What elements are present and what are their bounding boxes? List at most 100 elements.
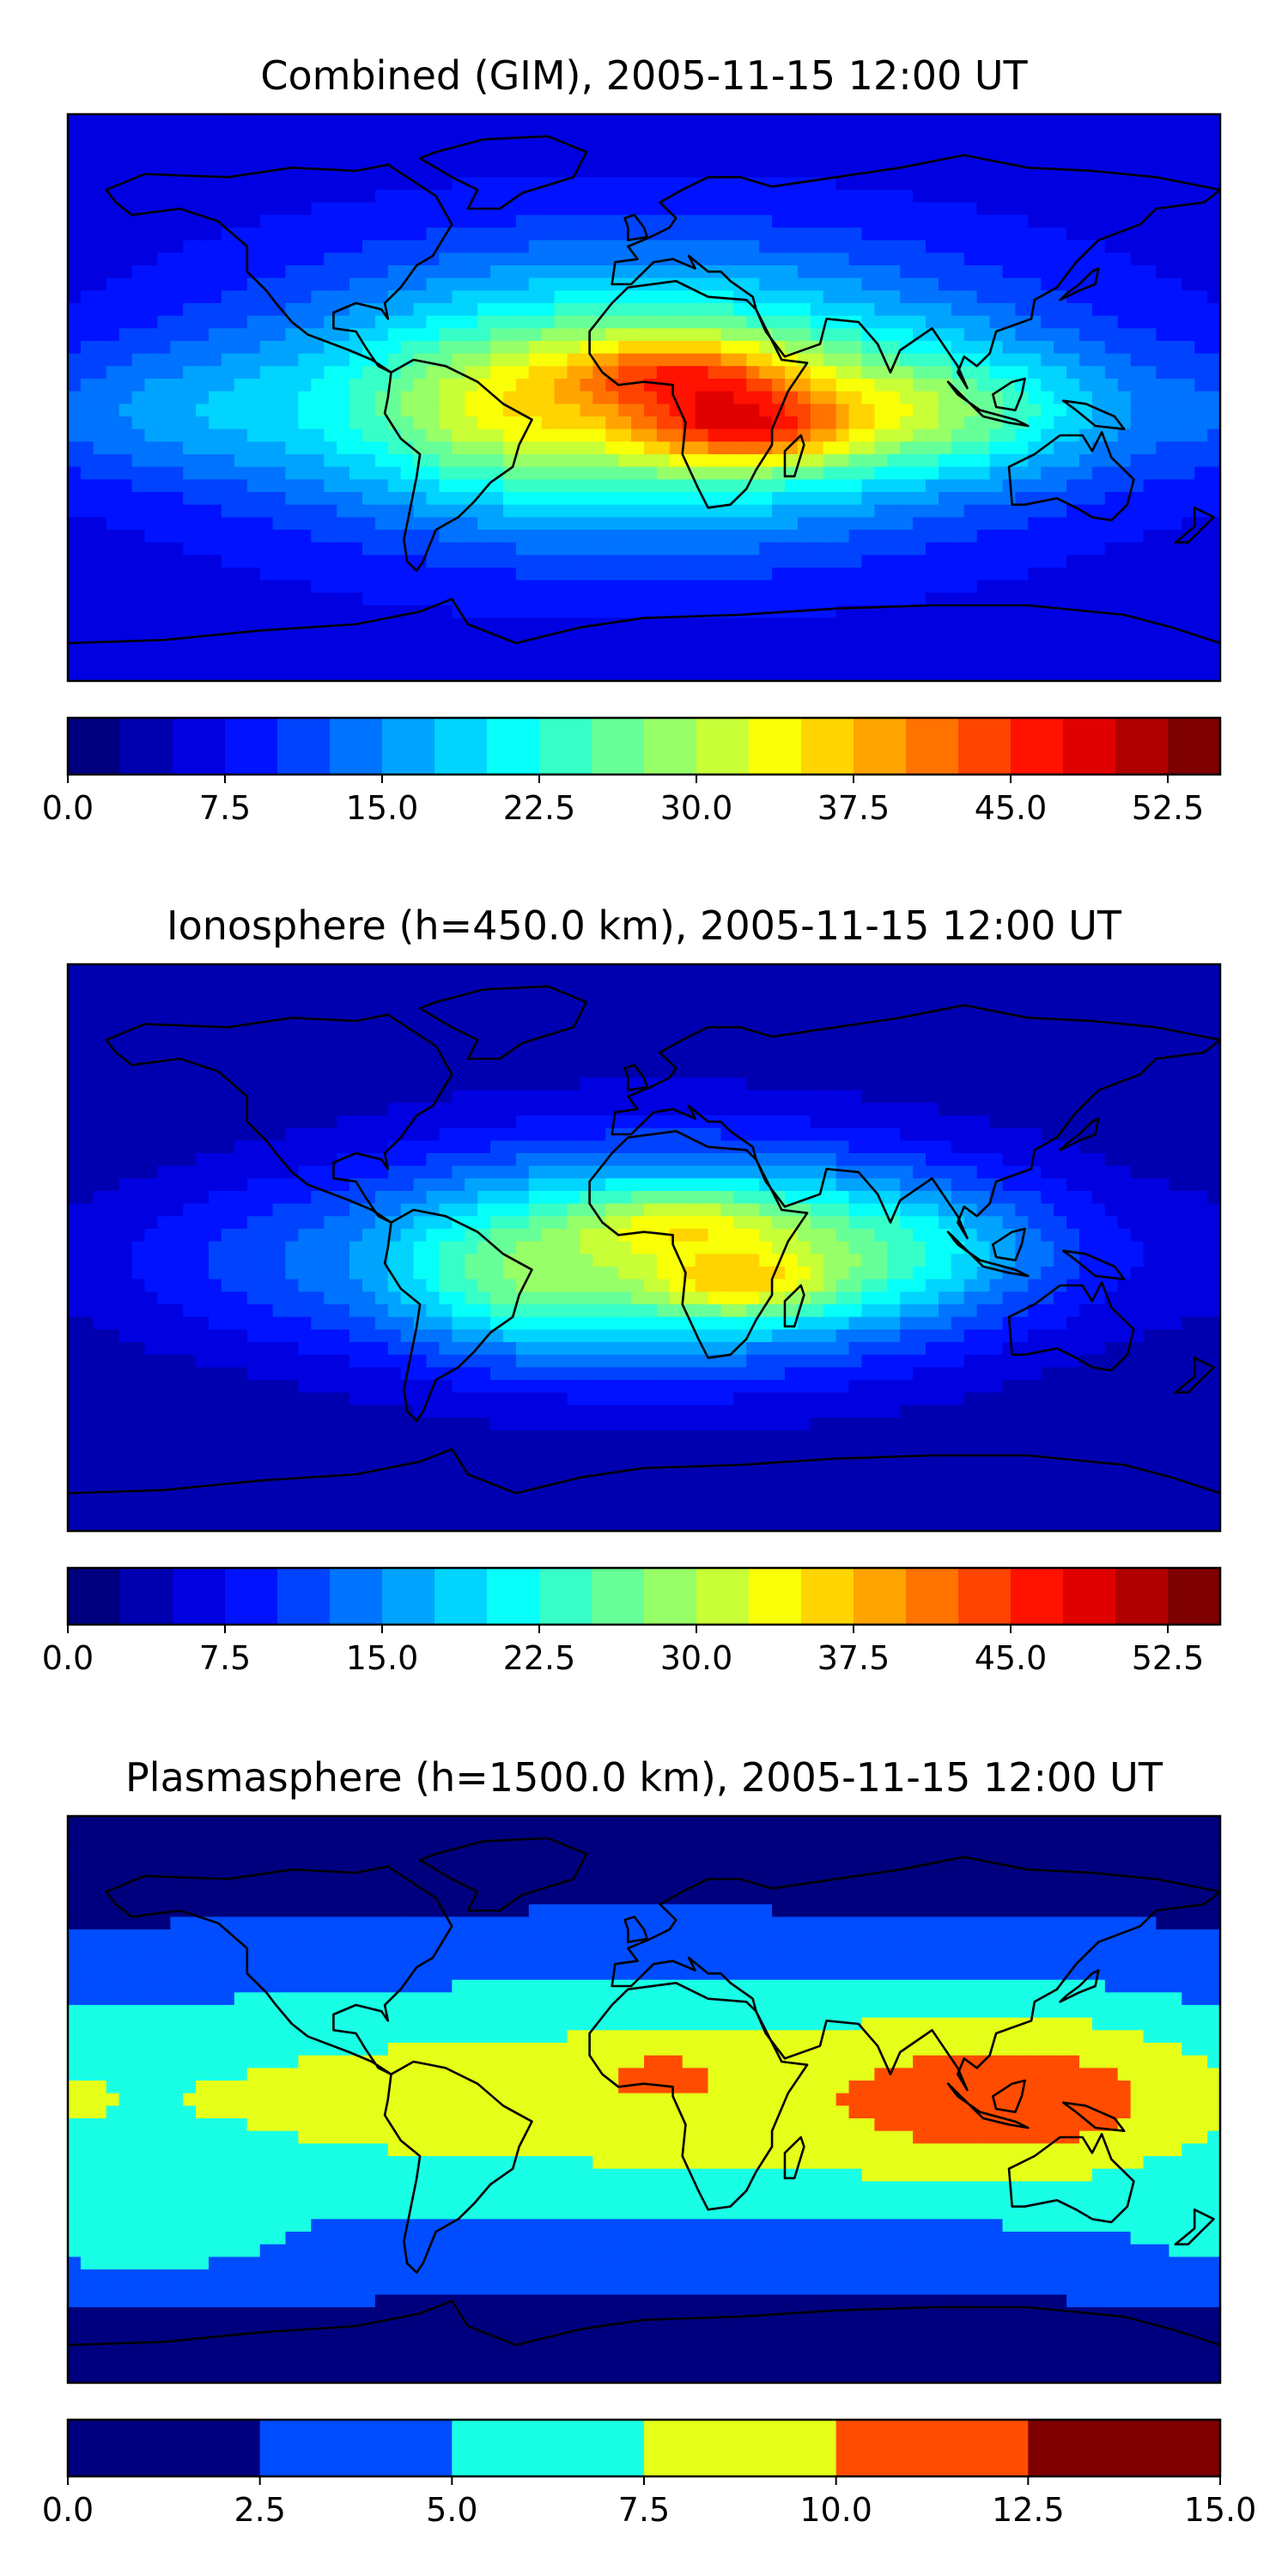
- heatmap-cell: [1207, 1052, 1220, 1066]
- heatmap-cell: [246, 341, 261, 355]
- heatmap-cell: [759, 630, 773, 644]
- heatmap-cell: [298, 630, 312, 644]
- heatmap-cell: [80, 353, 94, 367]
- heatmap-cell: [797, 580, 811, 593]
- heatmap-cell: [490, 580, 504, 593]
- heatmap-cell: [1194, 177, 1208, 191]
- heatmap-cell: [324, 404, 337, 417]
- heatmap-cell: [618, 643, 632, 657]
- heatmap-cell: [477, 441, 491, 455]
- heatmap-cell: [196, 605, 210, 619]
- heatmap-cell: [439, 177, 453, 191]
- heatmap-cell: [311, 454, 325, 468]
- heatmap-cell: [1143, 428, 1157, 442]
- heatmap-cell: [835, 416, 850, 430]
- heatmap-cell: [209, 668, 222, 681]
- heatmap-cell: [400, 328, 415, 342]
- heatmap-cell: [1015, 617, 1029, 631]
- heatmap-cell: [861, 228, 875, 241]
- heatmap-cell: [1066, 315, 1080, 329]
- heatmap-cell: [592, 479, 606, 493]
- heatmap-cell: [695, 1040, 709, 1054]
- heatmap-cell: [183, 228, 197, 241]
- heatmap-cell: [861, 315, 875, 329]
- heatmap-cell: [708, 1052, 722, 1066]
- heatmap-cell: [196, 617, 210, 631]
- heatmap-cell: [874, 989, 888, 1003]
- heatmap-cell: [887, 643, 901, 657]
- heatmap-cell: [465, 164, 478, 178]
- heatmap-cell: [272, 492, 287, 506]
- heatmap-cell: [426, 315, 440, 329]
- heatmap-cell: [68, 1040, 82, 1054]
- heatmap-cell: [631, 303, 645, 317]
- heatmap-cell: [170, 492, 184, 506]
- heatmap-cell: [797, 126, 811, 140]
- heatmap-cell: [989, 303, 1004, 317]
- heatmap-cell: [848, 428, 863, 442]
- heatmap-cell: [823, 454, 837, 468]
- heatmap-cell: [656, 504, 671, 518]
- heatmap-cell: [285, 202, 299, 216]
- heatmap-cell: [618, 580, 632, 593]
- heatmap-cell: [720, 328, 734, 342]
- heatmap-cell: [720, 530, 734, 544]
- heatmap-cell: [311, 416, 325, 430]
- heatmap-cell: [1130, 454, 1145, 468]
- heatmap-cell: [144, 277, 158, 291]
- heatmap-cell: [720, 152, 734, 166]
- heatmap-cell: [1143, 379, 1157, 392]
- heatmap-cell: [170, 366, 184, 380]
- heatmap-cell: [68, 152, 82, 166]
- heatmap-cell: [541, 555, 556, 568]
- heatmap-cell: [1078, 1002, 1093, 1016]
- heatmap-cell: [1182, 580, 1195, 593]
- heatmap-cell: [835, 366, 850, 380]
- heatmap-cell: [951, 1052, 965, 1066]
- heatmap-cell: [515, 454, 530, 468]
- heatmap-cell: [695, 454, 709, 468]
- heatmap-cell: [874, 964, 888, 978]
- heatmap-cell: [131, 479, 146, 493]
- heatmap-cell: [592, 114, 606, 128]
- heatmap-cell: [80, 252, 94, 266]
- heatmap-cell: [196, 504, 210, 518]
- heatmap-cell: [938, 277, 952, 291]
- heatmap-cell: [106, 366, 120, 380]
- heatmap-cell: [118, 466, 133, 480]
- heatmap-cell: [1207, 655, 1220, 669]
- heatmap-cell: [515, 542, 530, 556]
- heatmap-cell: [848, 290, 863, 304]
- heatmap-cell: [1143, 190, 1157, 204]
- heatmap-cell: [1028, 328, 1042, 342]
- heatmap-cell: [144, 177, 158, 191]
- heatmap-cell: [157, 366, 171, 380]
- heatmap-cell: [810, 416, 824, 430]
- heatmap-cell: [374, 1014, 389, 1028]
- heatmap-cell: [106, 1078, 120, 1091]
- colorbar-segment: [906, 718, 959, 775]
- heatmap-cell: [413, 328, 428, 342]
- heatmap-cell: [900, 252, 914, 266]
- heatmap-cell: [848, 391, 863, 404]
- heatmap-cell: [1002, 277, 1017, 291]
- heatmap-cell: [1130, 605, 1145, 619]
- heatmap-cell: [963, 441, 978, 455]
- heatmap-cell: [618, 416, 632, 430]
- heatmap-cell: [1041, 228, 1054, 241]
- heatmap-cell: [311, 315, 325, 329]
- heatmap-cell: [131, 454, 146, 468]
- heatmap-cell: [1156, 240, 1170, 253]
- heatmap-cell: [746, 139, 760, 153]
- heatmap-cell: [1002, 228, 1017, 241]
- heatmap-cell: [259, 479, 274, 493]
- heatmap-cell: [221, 580, 235, 593]
- heatmap-cell: [913, 341, 927, 355]
- heatmap-cell: [913, 630, 927, 644]
- heatmap-cell: [477, 252, 491, 266]
- heatmap-cell: [1015, 542, 1029, 556]
- heatmap-cell: [477, 114, 491, 128]
- heatmap-cell: [772, 428, 786, 442]
- heatmap-cell: [131, 1065, 146, 1078]
- heatmap-cell: [656, 290, 671, 304]
